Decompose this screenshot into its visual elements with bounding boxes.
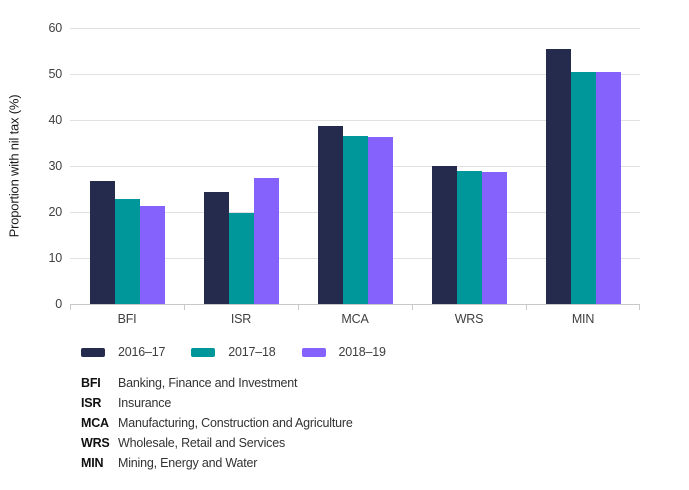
y-tick-label-10: 10 (48, 251, 62, 265)
category-definitions: BFI Banking, Finance and Investment ISR Ins… (81, 373, 353, 473)
bar-min-2018-19 (595, 72, 621, 304)
bar-isr-2017-18 (228, 212, 254, 304)
bar-mca-2017-18 (342, 135, 368, 304)
legend-item-2016-17: 2016–17 (81, 345, 165, 359)
x-category-label-isr: ISR (230, 312, 252, 326)
y-tick-label-60: 60 (48, 21, 62, 35)
y-axis-title: Proportion with nil tax (%) (6, 94, 22, 238)
bar-bfi-2016-17 (89, 180, 115, 304)
bar-mca-2018-19 (367, 137, 393, 304)
definition-label-wrs: Wholesale, Retail and Services (118, 436, 285, 450)
legend-swatch-2017-18 (191, 347, 216, 357)
x-axis-line (70, 304, 640, 305)
bar-min-2017-18 (570, 71, 596, 304)
legend-label-2018-19: 2018–19 (338, 345, 386, 359)
y-tick-label-40: 40 (48, 113, 62, 127)
bar-bfi-2018-19 (139, 205, 165, 304)
x-axis-tick (639, 304, 640, 310)
plot-area: 0 10 20 30 40 50 60 BFI ISR MCA WRS MIN (48, 21, 640, 326)
bar-bfi-2017-18 (114, 198, 140, 304)
definition-label-isr: Insurance (118, 396, 172, 410)
gridline-60 (70, 27, 640, 29)
legend-swatch-2016-17 (81, 347, 105, 357)
legend-item-2018-19: 2018–19 (301, 345, 386, 359)
gridline-50 (70, 73, 640, 75)
x-category-label-wrs: WRS (454, 312, 484, 326)
x-category-label-min: MIN (571, 312, 595, 326)
x-category-label-bfi: BFI (117, 312, 137, 326)
bar-min-2016-17 (545, 48, 571, 304)
definition-abbr-min: MIN (81, 456, 104, 470)
x-axis-tick (298, 304, 299, 310)
definition-abbr-mca: MCA (81, 416, 109, 430)
definition-label-bfi: Banking, Finance and Investment (118, 376, 298, 390)
x-axis-tick (184, 304, 185, 310)
x-axis-tick (70, 304, 71, 310)
bar-isr-2018-19 (253, 178, 279, 304)
definition-label-min: Mining, Energy and Water (118, 456, 258, 470)
bar-mca-2016-17 (317, 126, 343, 304)
y-tick-label-50: 50 (48, 67, 62, 81)
definition-abbr-wrs: WRS (81, 436, 110, 450)
x-category-label-mca: MCA (341, 312, 369, 326)
legend-label-2016-17: 2016–17 (118, 345, 166, 359)
gridline-40 (70, 119, 640, 121)
definition-label-mca: Manufacturing, Construction and Agricult… (118, 416, 353, 430)
bar-wrs-2016-17 (431, 166, 457, 304)
y-tick-label-0: 0 (55, 297, 62, 311)
definition-abbr-isr: ISR (81, 396, 102, 410)
legend-item-2017-18: 2017–18 (191, 345, 276, 359)
legend: 2016–17 2017–18 2018–19 (81, 345, 386, 359)
legend-swatch-2018-19 (301, 347, 326, 357)
definition-abbr-bfi: BFI (81, 376, 101, 390)
y-tick-label-30: 30 (48, 159, 62, 173)
x-axis-tick (412, 304, 413, 310)
bar-wrs-2018-19 (481, 171, 507, 304)
x-axis-tick (526, 304, 527, 310)
legend-label-2017-18: 2017–18 (228, 345, 276, 359)
bar-isr-2016-17 (203, 192, 229, 304)
y-tick-label-20: 20 (48, 205, 62, 219)
bar-wrs-2017-18 (456, 171, 482, 304)
